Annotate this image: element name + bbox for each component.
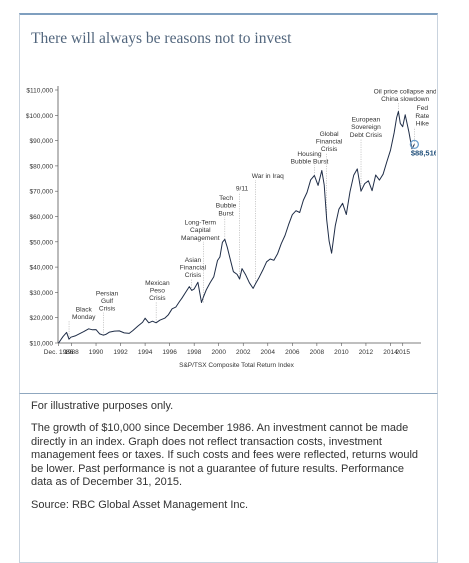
y-tick-label-8: $90,000	[30, 138, 54, 145]
x-tick-label-2: 1990	[89, 349, 104, 356]
x-tick-label-4: 1994	[138, 349, 153, 356]
annotation-label-7: War in Iraq	[252, 173, 284, 180]
x-tick-label-10: 2006	[285, 349, 300, 356]
notes-panel: For illustrative purposes only. The grow…	[19, 393, 438, 563]
y-tick-label-6: $70,000	[30, 189, 54, 196]
x-tick-label-6: 1998	[187, 349, 202, 356]
x-tick-label-5: 1996	[162, 349, 177, 356]
x-tick-label-7: 2000	[211, 349, 226, 356]
y-tick-label-5: $60,000	[30, 214, 54, 221]
y-tick-label-0: $10,000	[30, 341, 54, 348]
disclaimer-note: The growth of $10,000 since December 198…	[31, 422, 427, 490]
line-chart: $10,000 $20,000 $30,000 $40,000 $50,000 $60,0…	[20, 76, 436, 394]
y-tick-label-2: $30,000	[30, 290, 54, 297]
end-value-label: $88,516	[411, 148, 436, 157]
x-tick-label-11: 2008	[310, 349, 325, 356]
x-tick-label-13: 2012	[359, 349, 374, 356]
page-title: There will always be reasons not to inve…	[31, 30, 291, 48]
x-tick-label-15: 2015	[395, 349, 410, 356]
y-tick-label-4: $50,000	[30, 239, 54, 246]
x-tick-label-8: 2002	[236, 349, 251, 356]
chart-area: $10,000 $20,000 $30,000 $40,000 $50,000 $60,0…	[20, 76, 436, 394]
x-axis-label: S&P/TSX Composite Total Return Index	[179, 362, 295, 369]
x-tick-label-12: 2010	[334, 349, 349, 356]
source-note: Source: RBC Global Asset Management Inc.	[31, 499, 427, 513]
y-tick-label-7: $80,000	[30, 163, 54, 170]
y-tick-label-9: $100,000	[26, 113, 53, 120]
x-tick-label-3: 1992	[113, 349, 128, 356]
x-tick-label-1: 1988	[64, 349, 79, 356]
y-tick-label-10: $110,000	[26, 88, 53, 95]
annotation-label-6: 9/11	[236, 185, 249, 192]
y-tick-label-3: $40,000	[30, 265, 54, 272]
y-tick-label-1: $20,000	[30, 315, 54, 322]
x-tick-label-9: 2004	[261, 349, 276, 356]
illustrative-note: For illustrative purposes only.	[31, 400, 427, 414]
